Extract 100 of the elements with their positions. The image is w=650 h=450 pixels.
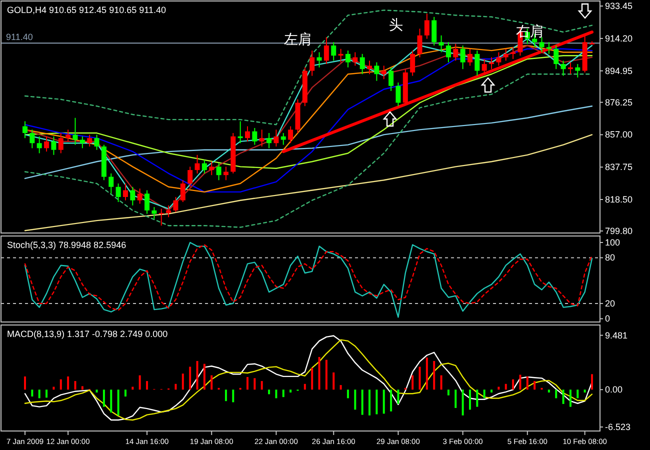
bar — [390, 390, 392, 412]
candlestick — [417, 28, 422, 58]
y-tick-label: 876.25 — [605, 97, 633, 108]
bar — [81, 386, 84, 390]
bar — [591, 374, 593, 390]
candlestick — [158, 208, 164, 226]
candlestick — [216, 162, 222, 181]
bar — [526, 376, 528, 390]
bar — [74, 381, 76, 390]
candlestick — [72, 117, 78, 146]
y-tick-label: 0.00 — [605, 384, 623, 395]
bar — [382, 390, 385, 414]
bar — [325, 360, 328, 390]
bar — [346, 390, 349, 398]
candlestick — [252, 127, 258, 146]
candlestick — [244, 126, 250, 142]
candlestick — [266, 132, 272, 149]
bar — [418, 366, 421, 390]
bar — [138, 375, 141, 390]
bar — [275, 390, 278, 398]
bar — [182, 374, 184, 390]
candlestick — [381, 65, 386, 80]
bar — [426, 358, 428, 390]
bar — [512, 379, 514, 390]
candlestick — [374, 62, 380, 82]
bar — [584, 390, 586, 392]
bar — [468, 390, 471, 410]
candlestick — [188, 166, 193, 188]
bar — [519, 374, 522, 390]
candlestick — [554, 45, 559, 70]
candlestick — [288, 126, 294, 144]
chart-title: GOLD,H4 910.65 912.45 910.65 911.40 — [7, 5, 166, 15]
candlestick — [173, 196, 178, 213]
y-tick-label: 818.50 — [605, 194, 633, 205]
bar — [268, 390, 270, 394]
bar — [196, 360, 198, 390]
line-series — [24, 106, 593, 180]
candlestick — [58, 132, 64, 154]
candlestick — [66, 129, 71, 142]
candlestick — [108, 172, 114, 194]
bar — [24, 376, 26, 390]
candlestick — [324, 36, 329, 65]
candlestick — [453, 43, 458, 62]
y-tick-label: -6.523 — [605, 422, 631, 432]
bar — [203, 364, 206, 390]
candlestick — [367, 60, 372, 75]
candlestick — [259, 129, 264, 147]
bar — [504, 384, 507, 390]
candlestick — [310, 50, 315, 76]
bar — [548, 390, 550, 392]
candlestick — [560, 60, 566, 76]
candlestick — [122, 183, 128, 201]
candlestick — [166, 204, 172, 218]
bar — [60, 379, 62, 390]
y-tick-label: 100 — [605, 237, 620, 248]
bar — [555, 390, 558, 398]
candlestick — [202, 159, 207, 174]
candlestick — [51, 136, 56, 156]
bar — [174, 384, 177, 390]
candlestick — [396, 82, 401, 107]
candlestick — [94, 134, 100, 150]
candlestick — [460, 45, 466, 70]
candlestick — [223, 166, 228, 181]
bar — [254, 378, 256, 390]
candlestick — [130, 186, 136, 206]
candlestick — [274, 129, 279, 147]
candlestick — [345, 50, 350, 68]
bar — [67, 376, 70, 390]
candlestick — [194, 154, 200, 174]
candlestick — [36, 136, 42, 154]
y-tick-label: 894.95 — [605, 66, 633, 76]
bar — [368, 390, 371, 416]
bar — [224, 390, 227, 402]
candlestick — [87, 134, 92, 147]
bar — [290, 390, 292, 392]
ref-line-label: 911.40 — [6, 32, 33, 42]
bar — [397, 390, 400, 404]
bar — [462, 390, 464, 416]
bar — [146, 381, 148, 390]
bar — [46, 390, 48, 398]
bar — [340, 385, 342, 390]
y-tick-label: 0 — [605, 314, 610, 324]
candlestick — [503, 48, 508, 62]
chart-title: Stoch(5,3,3) 78.9948 82.5946 — [7, 240, 126, 250]
annotation: 头 — [389, 18, 403, 34]
candlestick — [44, 136, 50, 152]
bar — [361, 390, 364, 415]
candlestick — [360, 53, 365, 75]
bar — [576, 390, 579, 398]
bar — [246, 377, 248, 390]
bar — [354, 390, 356, 410]
bar — [304, 384, 306, 390]
bar — [102, 390, 105, 407]
candlestick — [30, 129, 35, 149]
y-tick-label: 837.75 — [605, 162, 633, 172]
candlestick — [424, 13, 430, 40]
bar — [210, 375, 213, 390]
chart-title: MACD(8,13,9) 1.317 -0.798 2.749 0.000 — [7, 329, 168, 339]
bar — [454, 390, 457, 408]
candlestick — [510, 46, 516, 60]
